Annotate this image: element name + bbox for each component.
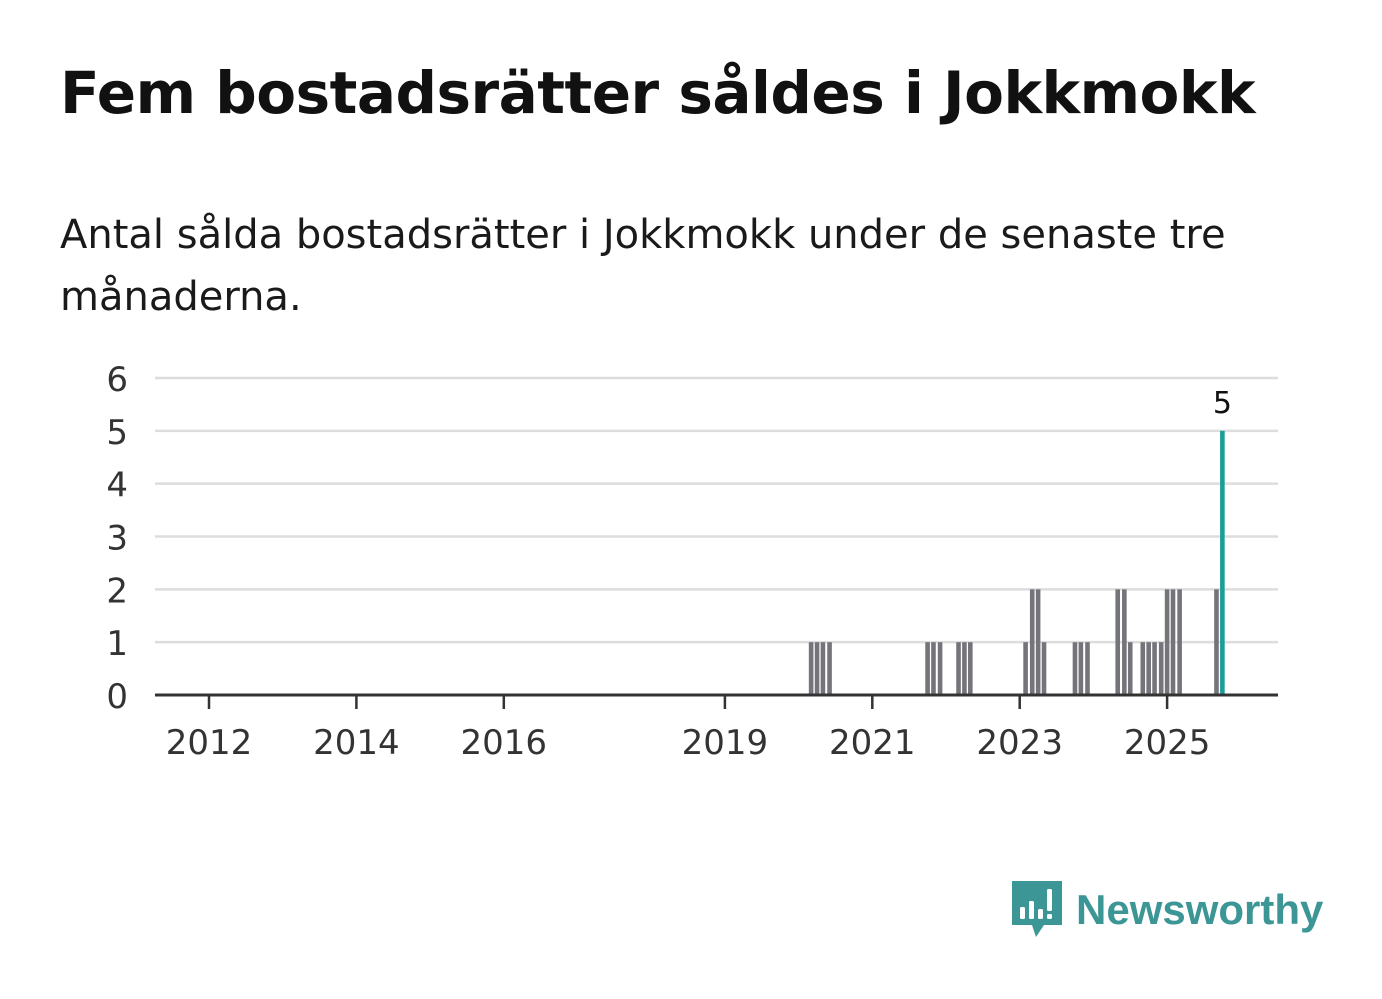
- bar: [1214, 589, 1219, 695]
- bar: [814, 642, 820, 695]
- x-tick-label: 2019: [682, 723, 769, 763]
- y-tick-label: 4: [106, 466, 128, 506]
- x-tick-label: 2012: [166, 723, 253, 763]
- bar-highlight: [1220, 430, 1225, 695]
- chart-subtitle: Antal sålda bostadsrätter i Jokkmokk und…: [60, 212, 1226, 320]
- y-tick-label: 2: [106, 571, 128, 611]
- newsworthy-logo: Newsworthy: [1010, 878, 1323, 942]
- bar: [1177, 589, 1182, 695]
- bar: [937, 642, 943, 695]
- bar: [827, 642, 832, 695]
- bar: [925, 642, 930, 695]
- bar: [1127, 642, 1133, 695]
- x-tick-label: 2025: [1124, 723, 1211, 763]
- bar: [1158, 642, 1164, 695]
- bar: [1072, 642, 1078, 695]
- y-tick-label: 5: [106, 413, 128, 453]
- bar: [1035, 589, 1041, 695]
- bar: [1078, 642, 1084, 695]
- bar: [931, 642, 936, 695]
- axes: 0 1 2 3 4 5 6 2012 2014 2016 2019 2021 2023 2025: [106, 360, 1278, 763]
- bar: [808, 642, 814, 695]
- x-tick-label: 2021: [829, 723, 916, 763]
- chart-title: Fem bostadsrätter såldes i Jokkmokk: [60, 59, 1256, 127]
- data-labels: 5: [1213, 386, 1232, 421]
- bar: [1115, 589, 1121, 695]
- x-tick-label: 2023: [976, 723, 1063, 763]
- x-tick-label: 2016: [461, 723, 548, 763]
- bar: [1023, 642, 1028, 695]
- x-tick-label: 2014: [313, 723, 400, 763]
- bar: [1029, 589, 1035, 695]
- y-tick-label: 3: [106, 519, 128, 559]
- y-tick-label: 0: [106, 677, 128, 717]
- bar: [1152, 642, 1157, 695]
- data-label: 5: [1213, 386, 1232, 421]
- bar: [1164, 589, 1170, 695]
- bar: [820, 642, 826, 695]
- brand-name: Newsworthy: [1076, 886, 1324, 933]
- bar: [1085, 642, 1090, 695]
- bar: [956, 642, 961, 695]
- bar: [968, 642, 973, 695]
- bar: [1170, 589, 1176, 695]
- bar: [1140, 642, 1146, 695]
- y-tick-label: 1: [106, 624, 128, 664]
- grid-lines: [155, 376, 1278, 644]
- newsworthy-logo-icon: [1012, 881, 1062, 937]
- bar: [962, 642, 967, 695]
- bar: [1041, 642, 1047, 695]
- y-tick-label: 6: [106, 360, 128, 400]
- bar: [1146, 642, 1151, 695]
- bar-series: [808, 430, 1225, 695]
- bar: [1122, 589, 1127, 695]
